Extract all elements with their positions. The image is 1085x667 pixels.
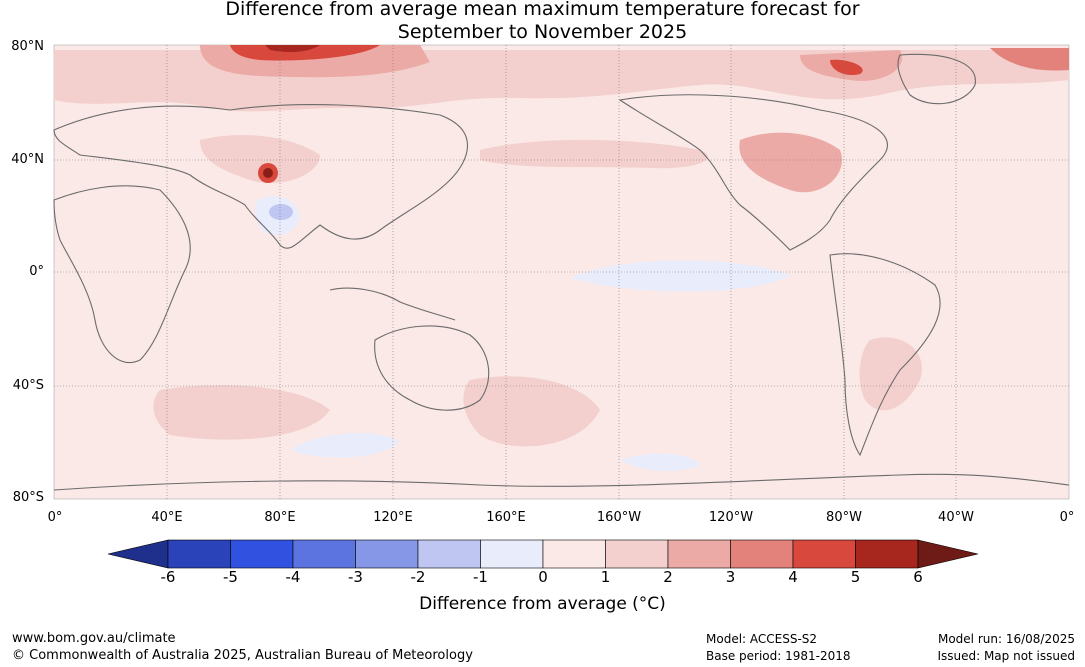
lon-label-40w: 40°W (938, 510, 974, 525)
colorbar-segment (480, 539, 544, 569)
colorbar-tick-label: -3 (348, 568, 363, 586)
colorbar-tick-label: -5 (223, 568, 238, 586)
lon-label-80w: 80°W (826, 510, 862, 525)
footer-model: Model: ACCESS-S2 (706, 632, 818, 646)
australia-coastline (374, 325, 490, 411)
equatorial-pacific-cool (570, 260, 790, 292)
colorbar-segments (107, 539, 979, 569)
forecast-map (53, 44, 1070, 500)
africa-coastline (53, 185, 191, 364)
colorbar-segment (605, 539, 669, 569)
canada-hot (830, 59, 863, 76)
north-pacific-warm (480, 139, 708, 169)
colorbar-segment (355, 539, 419, 569)
colorbar-tick-label: 6 (913, 568, 923, 586)
southern-ocean-cool-2 (620, 453, 700, 472)
lon-label-0-east: 0° (1059, 510, 1075, 525)
lat-label-40s: 40°S (12, 378, 44, 393)
lon-label-160e: 160°E (486, 510, 526, 525)
colorbar-tick-label: 5 (850, 568, 861, 586)
south-america-warm (859, 337, 922, 411)
colorbar-segment (230, 539, 294, 569)
colorbar-segment (792, 539, 856, 569)
usa-warm (739, 132, 842, 193)
lat-label-40n: 40°N (11, 152, 44, 167)
lon-label-80e: 80°E (264, 510, 296, 525)
lon-label-120w: 120°W (708, 510, 754, 525)
map-title: Difference from average mean maximum tem… (0, 0, 1085, 44)
greenland-coastline (897, 53, 976, 105)
colorbar-segment (667, 539, 731, 569)
colorbar-tick-label: -1 (473, 568, 488, 586)
south-indian-warm (153, 385, 330, 440)
colorbar-arrow-low (107, 539, 169, 569)
colorbar-segment (542, 539, 606, 569)
lat-label-80s: 80°S (12, 490, 44, 505)
lon-label-0: 0° (47, 510, 63, 525)
colorbar-segment (417, 539, 481, 569)
colorbar-segment (167, 539, 231, 569)
colorbar-tick-label: 1 (600, 568, 611, 586)
title-line-2: September to November 2025 (397, 21, 688, 43)
arctic-hottest (265, 45, 320, 53)
colorbar-segment (730, 539, 794, 569)
colorbar-tick-label: -2 (410, 568, 426, 586)
lon-label-120e: 120°E (373, 510, 413, 525)
antarctica-coastline (53, 473, 1070, 491)
india-cool-core (269, 204, 293, 220)
lon-label-160w: 160°W (596, 510, 642, 525)
colorbar-segment (855, 539, 919, 569)
colorbar-tick-label: -6 (160, 568, 176, 586)
southern-ocean-cool (290, 432, 400, 458)
footer-model-run: Model run: 16/08/2025 (937, 632, 1075, 646)
coastlines (53, 53, 1070, 491)
lat-label-0: 0° (29, 264, 44, 279)
north-america-coastline (618, 94, 888, 251)
eurasia-coastline (53, 104, 468, 249)
colorbar-label: Difference from average (°C) (419, 594, 666, 614)
colorbar-tick-label: 4 (788, 568, 798, 586)
footer-url: www.bom.gov.au/climate (12, 631, 176, 646)
footer-copyright: © Commonwealth of Australia 2025, Austra… (12, 648, 473, 663)
colorbar-tick-label: 0 (538, 568, 548, 586)
colorbar (107, 539, 979, 569)
colorbar-arrow-high (917, 539, 979, 569)
colorbar-tick-label: -4 (285, 568, 301, 586)
footer-base-period: Base period: 1981-2018 (706, 649, 851, 663)
asia-warm (200, 135, 320, 184)
lat-label-80n: 80°N (11, 39, 44, 54)
lon-label-40e: 40°E (151, 510, 183, 525)
graticule (54, 45, 1069, 499)
colorbar-segment (292, 539, 356, 569)
colorbar-tick-label: 2 (663, 568, 673, 586)
footer-issued: Issued: Map not issued (937, 649, 1075, 663)
south-pacific-warm (463, 376, 600, 447)
south-america-coastline (829, 253, 941, 457)
colorbar-tick-label: 3 (725, 568, 736, 586)
indonesia-coastline (329, 287, 456, 321)
himalaya-hotspot-core (263, 168, 273, 178)
title-line-1: Difference from average mean maximum tem… (225, 0, 860, 20)
greenland-warm (990, 48, 1069, 71)
arctic-hot-core (230, 45, 380, 61)
